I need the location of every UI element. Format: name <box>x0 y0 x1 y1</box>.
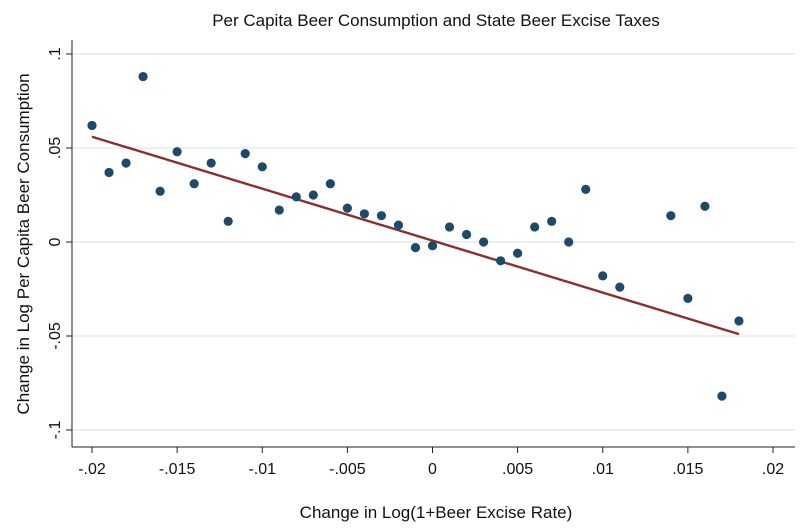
x-tick-label-6: .01 <box>592 461 614 478</box>
fit-line <box>91 135 740 336</box>
y-tick-label-0: -.1 <box>47 421 64 440</box>
data-point-25 <box>513 248 523 258</box>
data-point-15 <box>342 203 352 213</box>
data-point-5 <box>172 147 182 157</box>
data-point-24 <box>496 256 506 266</box>
data-point-6 <box>189 179 199 189</box>
x-tick-label-3: -.005 <box>329 461 366 478</box>
x-tick-label-7: .015 <box>672 461 703 478</box>
data-point-19 <box>410 243 421 253</box>
data-points <box>87 71 744 401</box>
data-point-14 <box>325 179 335 189</box>
y-tick-label-3: .05 <box>47 137 64 159</box>
y-axis-label: Change in Log Per Capita Beer Consumptio… <box>14 73 33 414</box>
data-point-8 <box>223 216 233 226</box>
data-point-13 <box>308 190 318 200</box>
data-point-33 <box>683 293 693 303</box>
x-tick-label-4: 0 <box>428 461 437 478</box>
data-point-32 <box>666 211 676 221</box>
data-point-31 <box>615 282 625 292</box>
data-point-3 <box>138 71 148 82</box>
data-point-1 <box>104 167 114 178</box>
chart-title: Per Capita Beer Consumption and State Be… <box>212 11 660 30</box>
x-axis-label: Change in Log(1+Beer Excise Rate) <box>300 503 573 522</box>
data-point-23 <box>478 237 489 247</box>
data-point-27 <box>547 216 557 226</box>
x-tick-label-2: -.01 <box>248 461 276 478</box>
data-point-20 <box>427 241 438 251</box>
x-tick-label-0: -.02 <box>78 461 106 478</box>
y-tick-label-2: 0 <box>47 237 64 246</box>
x-axis-ticks: -.02 -.015 -.01 -.005 0 .005 .01 .015 .02 <box>78 447 784 478</box>
data-point-10 <box>257 162 267 172</box>
data-point-22 <box>461 229 472 240</box>
data-point-17 <box>376 211 387 221</box>
x-tick-label-1: -.015 <box>159 461 196 478</box>
data-point-2 <box>121 158 131 168</box>
data-point-18 <box>393 220 404 230</box>
data-point-21 <box>444 222 455 232</box>
x-tick-label-8: .02 <box>762 461 784 478</box>
data-point-26 <box>530 222 540 232</box>
data-point-16 <box>359 209 369 219</box>
y-tick-label-4: .1 <box>47 47 64 60</box>
data-point-12 <box>291 192 301 202</box>
data-point-7 <box>206 158 216 168</box>
data-point-36 <box>734 316 744 326</box>
data-point-30 <box>598 271 608 281</box>
data-point-11 <box>274 205 284 215</box>
data-point-34 <box>700 201 710 211</box>
y-tick-label-1: -.05 <box>47 322 64 350</box>
data-point-35 <box>717 391 727 401</box>
data-point-9 <box>240 149 250 159</box>
y-axis-ticks: -.1 -.05 0 .05 .1 <box>47 47 72 439</box>
x-tick-label-5: .005 <box>502 461 533 478</box>
data-point-4 <box>155 186 165 196</box>
data-point-28 <box>564 237 574 247</box>
data-point-29 <box>581 184 591 194</box>
data-point-0 <box>87 120 97 131</box>
